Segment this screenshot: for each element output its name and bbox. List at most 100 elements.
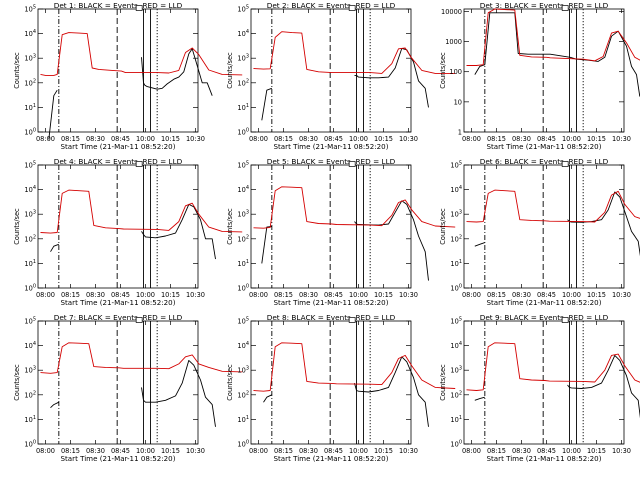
y-axis-label: Counts/sec [13, 364, 21, 401]
x-tick-label: 08:45 [111, 135, 130, 143]
top-marker-box [135, 5, 143, 11]
x-tick-label: 08:30 [512, 447, 531, 455]
y-tick-label: 104 [237, 29, 249, 38]
y-tick-label: 100 [450, 440, 462, 449]
x-tick-label: 08:30 [86, 291, 105, 299]
x-tick-label: 08:00 [36, 447, 55, 455]
y-tick-label: 105 [450, 317, 462, 326]
plot-frame [37, 164, 199, 289]
plot-frame [37, 320, 199, 445]
y-tick-label: 100 [237, 284, 249, 293]
series-lld [40, 32, 243, 76]
y-tick-label: 104 [24, 341, 36, 350]
x-tick-label: 08:45 [324, 135, 343, 143]
y-axis-label: Counts/sec [226, 364, 234, 401]
x-tick-label: 10:30 [186, 135, 205, 143]
x-tick-label: 10:00 [562, 135, 581, 143]
plot-frame [463, 8, 625, 133]
top-marker-box [561, 5, 569, 11]
y-axis-label: Counts/sec [439, 208, 447, 245]
series-events [474, 191, 640, 257]
x-axis-label: Start Time (21-Mar-11 08:52:20) [274, 298, 389, 307]
x-tick-label: 08:30 [299, 135, 318, 143]
series-events [48, 48, 213, 140]
y-axis-label: Counts/sec [439, 364, 447, 401]
y-axis-label: Counts/sec [226, 208, 234, 245]
y-tick-label: 102 [24, 390, 36, 399]
plot-frame [37, 8, 199, 133]
series-lld [40, 342, 243, 374]
top-marker-box [561, 317, 569, 323]
x-tick-label: 10:15 [374, 291, 393, 299]
y-tick-label: 105 [237, 317, 249, 326]
detector-panel-9: Det 9: BLACK = Events, RED = LLD 08:00 08:… [439, 313, 640, 463]
x-tick-label: 10:15 [374, 135, 393, 143]
y-tick-label: 101 [24, 415, 36, 424]
y-tick-label: 100 [24, 284, 36, 293]
detector-panel-1: Det 1: BLACK = Events, RED = LLD 08:00 08:… [13, 1, 243, 151]
x-axis-label: Start Time (21-Mar-11 08:52:20) [61, 298, 176, 307]
y-axis-label: Counts/sec [439, 52, 447, 89]
x-tick-label: 08:45 [537, 291, 556, 299]
x-tick-label: 08:15 [274, 291, 293, 299]
y-tick-label: 103 [24, 54, 36, 63]
x-tick-label: 10:30 [612, 447, 631, 455]
y-tick-label: 101 [237, 415, 249, 424]
panel-title: Det 1: BLACK = Events, RED = LLD [54, 1, 183, 10]
y-tick-label: 101 [450, 415, 462, 424]
x-tick-label: 10:15 [161, 135, 180, 143]
top-marker-box [348, 317, 356, 323]
y-tick-label: 104 [450, 341, 462, 350]
y-tick-label: 100 [237, 128, 249, 137]
x-tick-label: 08:45 [324, 447, 343, 455]
top-marker-box [561, 161, 569, 167]
x-axis-label: Start Time (21-Mar-11 08:52:20) [487, 454, 602, 463]
y-tick-label: 10000 [441, 8, 462, 16]
series-lld [253, 31, 456, 74]
x-axis-label: Start Time (21-Mar-11 08:52:20) [487, 142, 602, 151]
y-tick-label: 1000 [445, 38, 462, 46]
y-tick-label: 102 [24, 78, 36, 87]
top-marker-box [135, 161, 143, 167]
x-tick-label: 10:30 [186, 447, 205, 455]
detector-panel-6: Det 6: BLACK = Events, RED = LLD 08:00 08:… [439, 157, 640, 307]
detector-panel-7: Det 7: BLACK = Events, RED = LLD 08:00 08:… [13, 313, 243, 463]
x-tick-label: 10:15 [374, 447, 393, 455]
plot-frame [250, 8, 412, 133]
x-tick-label: 08:30 [299, 291, 318, 299]
panel-title: Det 2: BLACK = Events, RED = LLD [267, 1, 396, 10]
panel-title: Det 9: BLACK = Events, RED = LLD [480, 313, 609, 322]
x-tick-label: 10:00 [136, 135, 155, 143]
x-tick-label: 08:00 [462, 135, 481, 143]
x-tick-label: 10:15 [161, 291, 180, 299]
panel-title: Det 6: BLACK = Events, RED = LLD [480, 157, 609, 166]
x-tick-label: 10:30 [399, 291, 418, 299]
plot-frame [463, 320, 625, 445]
y-tick-label: 101 [450, 259, 462, 268]
series-lld [466, 8, 640, 66]
series-events [261, 47, 429, 121]
y-tick-label: 104 [450, 185, 462, 194]
x-tick-label: 10:30 [612, 291, 631, 299]
top-marker-box [348, 5, 356, 11]
y-tick-label: 102 [237, 78, 249, 87]
panel-title: Det 4: BLACK = Events, RED = LLD [54, 157, 183, 166]
x-tick-label: 08:45 [537, 447, 556, 455]
y-tick-label: 105 [450, 161, 462, 170]
y-tick-label: 100 [24, 440, 36, 449]
detector-panel-4: Det 4: BLACK = Events, RED = LLD 08:00 08:… [13, 157, 243, 307]
x-tick-label: 08:15 [274, 135, 293, 143]
y-tick-label: 1 [458, 129, 462, 137]
y-tick-label: 102 [450, 234, 462, 243]
x-tick-label: 08:45 [324, 291, 343, 299]
x-tick-label: 10:30 [399, 447, 418, 455]
y-tick-label: 102 [24, 234, 36, 243]
x-tick-label: 10:00 [562, 447, 581, 455]
y-tick-label: 100 [24, 128, 36, 137]
x-axis-label: Start Time (21-Mar-11 08:52:20) [274, 454, 389, 463]
x-tick-label: 10:00 [562, 291, 581, 299]
x-tick-label: 08:45 [111, 291, 130, 299]
series-lld [466, 189, 640, 223]
panel-title: Det 7: BLACK = Events, RED = LLD [54, 313, 183, 322]
